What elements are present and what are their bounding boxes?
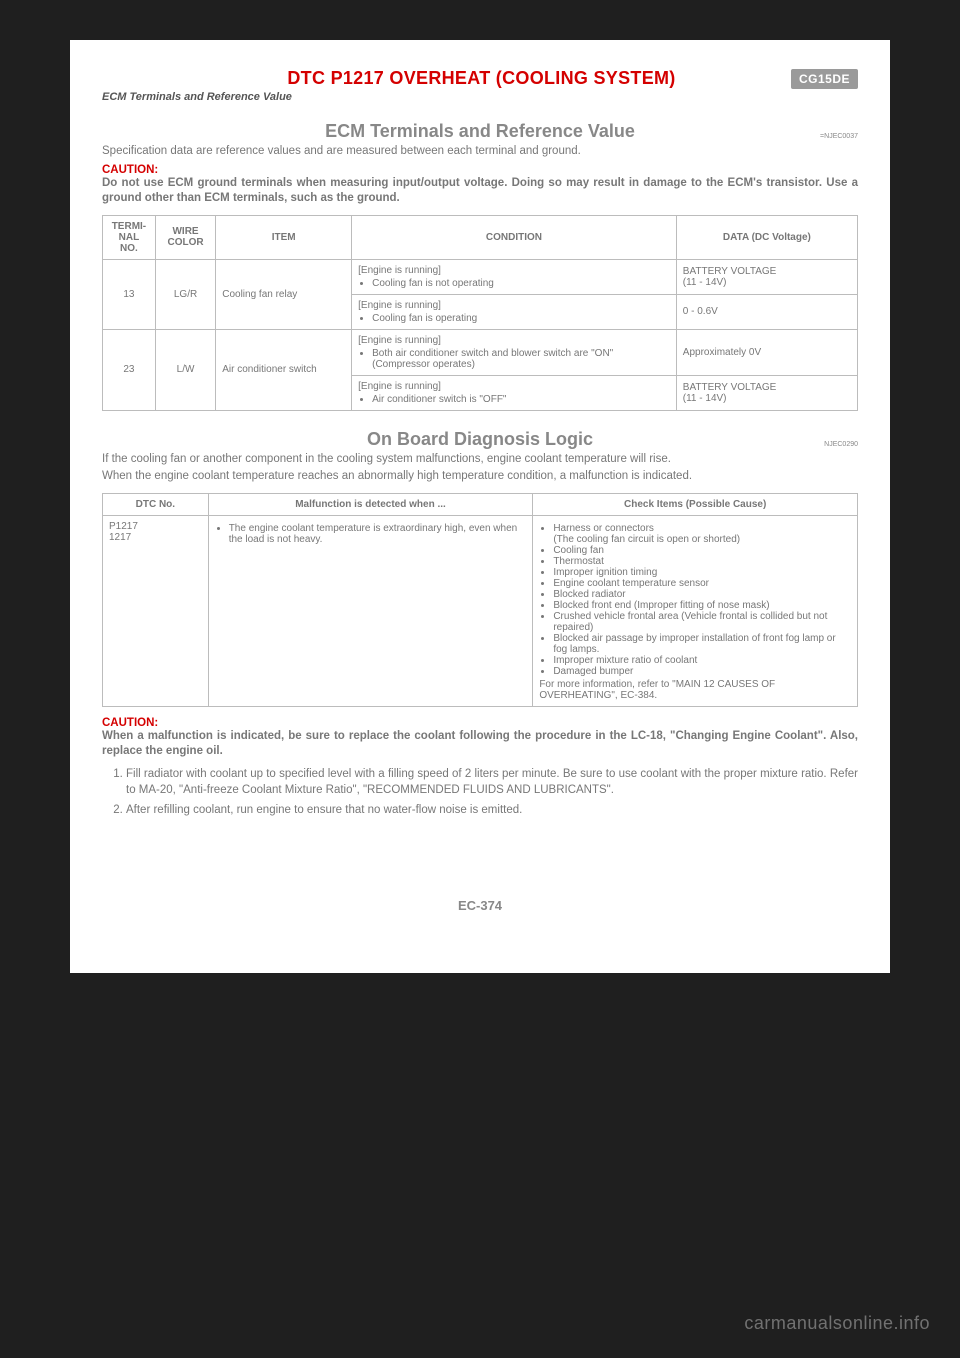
caution-text-2: When a malfunction is indicated, be sure…: [102, 729, 858, 760]
condition-cell: [Engine is running]Air conditioner switc…: [352, 375, 677, 410]
caution-label-1: CAUTION:: [102, 164, 858, 176]
condition-cell: [Engine is running]Cooling fan is operat…: [352, 294, 677, 329]
malfunction-cell: The engine coolant temperature is extrao…: [208, 515, 533, 706]
terminal-cell: 23: [103, 329, 156, 410]
list-item: Improper mixture ratio of coolant: [553, 655, 851, 666]
diagnosis-table: DTC No.Malfunction is detected when ...C…: [102, 493, 858, 707]
table-col-header: DATA (DC Voltage): [676, 215, 857, 259]
procedure-step: Fill radiator with coolant up to specifi…: [126, 766, 858, 798]
section-heading-ecm: ECM Terminals and Reference Value =NJEC0…: [102, 121, 858, 142]
watermark: carmanualsonline.info: [744, 1313, 930, 1334]
item-cell: Cooling fan relay: [216, 259, 352, 329]
list-item: Blocked radiator: [553, 589, 851, 600]
condition-cell: [Engine is running]Both air conditioner …: [352, 329, 677, 375]
procedure-step: After refilling coolant, run engine to e…: [126, 802, 858, 818]
item-cell: Air conditioner switch: [216, 329, 352, 410]
data-cell: BATTERY VOLTAGE(11 - 14V): [676, 375, 857, 410]
caution-label-2: CAUTION:: [102, 717, 858, 729]
table-col-header: Malfunction is detected when ...: [208, 493, 533, 515]
table-col-header: DTC No.: [103, 493, 209, 515]
engine-badge: CG15DE: [791, 69, 858, 89]
section-heading-text: ECM Terminals and Reference Value: [325, 121, 635, 141]
section-ref: =NJEC0037: [820, 133, 858, 140]
data-cell: 0 - 0.6V: [676, 294, 857, 329]
page-title: DTC P1217 OVERHEAT (COOLING SYSTEM): [172, 68, 791, 89]
table-col-header: Check Items (Possible Cause): [533, 493, 858, 515]
data-cell: Approximately 0V: [676, 329, 857, 375]
list-item: The engine coolant temperature is extrao…: [229, 523, 527, 545]
data-cell: BATTERY VOLTAGE(11 - 14V): [676, 259, 857, 294]
terminal-cell: 13: [103, 259, 156, 329]
list-item: Engine coolant temperature sensor: [553, 578, 851, 589]
list-item: Cooling fan: [553, 545, 851, 556]
list-item: Blocked air passage by improper installa…: [553, 633, 851, 655]
list-item: Damaged bumper: [553, 666, 851, 677]
list-item: Improper ignition timing: [553, 567, 851, 578]
section-ref: NJEC0290: [824, 441, 858, 448]
intro-text: Specification data are reference values …: [102, 144, 858, 160]
cause-cell: Harness or connectors(The cooling fan ci…: [533, 515, 858, 706]
document-page: DTC P1217 OVERHEAT (COOLING SYSTEM) CG15…: [70, 40, 890, 973]
list-item: Blocked front end (Improper fitting of n…: [553, 600, 851, 611]
table-row: P12171217 The engine coolant temperature…: [103, 515, 858, 706]
table-col-header: TERMI-NALNO.: [103, 215, 156, 259]
table-header-row: TERMI-NALNO.WIRECOLORITEMCONDITIONDATA (…: [103, 215, 858, 259]
table-header-row: DTC No.Malfunction is detected when ...C…: [103, 493, 858, 515]
caution-text-1: Do not use ECM ground terminals when mea…: [102, 176, 858, 207]
section-heading-text: On Board Diagnosis Logic: [367, 429, 593, 449]
page-subtitle: ECM Terminals and Reference Value: [102, 91, 858, 103]
page-number: EC-374: [102, 898, 858, 913]
table-row: 13LG/RCooling fan relay[Engine is runnin…: [103, 259, 858, 294]
wire-cell: L/W: [155, 329, 215, 410]
list-item: Thermostat: [553, 556, 851, 567]
table-col-header: ITEM: [216, 215, 352, 259]
table-row: 23L/WAir conditioner switch[Engine is ru…: [103, 329, 858, 375]
list-item: Crushed vehicle frontal area (Vehicle fr…: [553, 611, 851, 633]
table-col-header: CONDITION: [352, 215, 677, 259]
ecm-table: TERMI-NALNO.WIRECOLORITEMCONDITIONDATA (…: [102, 215, 858, 411]
procedure-steps: Fill radiator with coolant up to specifi…: [102, 766, 858, 818]
page-header: DTC P1217 OVERHEAT (COOLING SYSTEM) CG15…: [102, 68, 858, 89]
list-item: Harness or connectors(The cooling fan ci…: [553, 523, 851, 545]
cause-footer: For more information, refer to "MAIN 12 …: [539, 679, 851, 701]
dtc-cell: P12171217: [103, 515, 209, 706]
diagnosis-para-2: When the engine coolant temperature reac…: [102, 469, 858, 485]
diagnosis-para-1: If the cooling fan or another component …: [102, 452, 858, 468]
table-col-header: WIRECOLOR: [155, 215, 215, 259]
condition-cell: [Engine is running]Cooling fan is not op…: [352, 259, 677, 294]
section-heading-diagnosis: On Board Diagnosis Logic NJEC0290: [102, 429, 858, 450]
wire-cell: LG/R: [155, 259, 215, 329]
